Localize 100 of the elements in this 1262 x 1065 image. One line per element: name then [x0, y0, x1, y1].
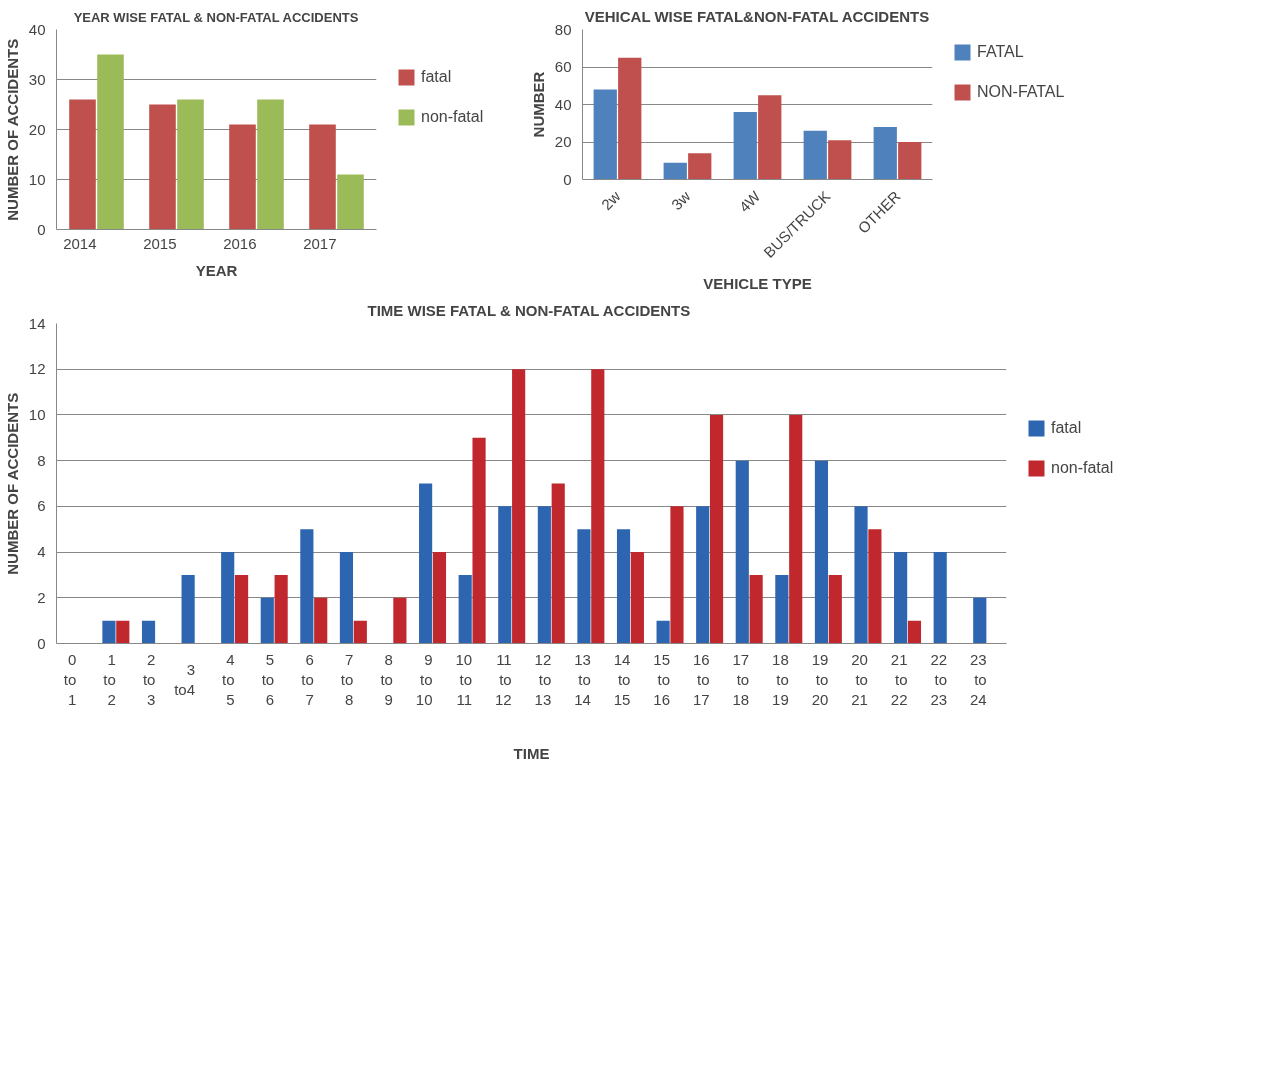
- bar: [472, 437, 486, 644]
- y-tick-label: 80: [554, 20, 572, 38]
- bar: [803, 130, 827, 180]
- bar: [458, 574, 472, 644]
- x-tick-label: 11 to 12: [495, 650, 512, 709]
- x-tick-label: 2w: [597, 187, 624, 214]
- bar: [149, 104, 176, 230]
- bar: [314, 597, 328, 644]
- bar: [551, 483, 565, 644]
- bar: [616, 529, 631, 644]
- x-tick-label: 15 to 16: [653, 650, 671, 709]
- y-tick-label: 6: [37, 497, 46, 515]
- x-tick-label: 9 to 10: [415, 650, 433, 709]
- x-tick-label: 20 to 21: [851, 650, 868, 709]
- x-tick-label: 2014: [63, 234, 97, 252]
- bar: [656, 620, 670, 644]
- x-tick-label: 2016: [223, 234, 257, 252]
- y-tick-label: 20: [28, 120, 46, 138]
- x-tick-label: 19 to 20: [811, 650, 829, 709]
- x-tick-label: 2015: [143, 234, 177, 252]
- bar: [229, 124, 256, 230]
- bar: [630, 552, 644, 644]
- y-tick-label: 2: [37, 588, 46, 606]
- x-tick-label: 3 to4: [174, 660, 196, 699]
- bar: [274, 574, 288, 644]
- x-tick-label: 10 to 11: [455, 650, 473, 709]
- legend-label: non-fatal: [1051, 458, 1114, 477]
- bar: [339, 552, 354, 644]
- x-tick-label: 18 to 19: [772, 650, 789, 709]
- y-tick-label: 30: [28, 70, 46, 88]
- y-tick-label: 10: [28, 170, 46, 188]
- x-tick-label: 17 to 18: [732, 650, 750, 709]
- x-tick-label: 2017: [303, 234, 337, 252]
- bar: [512, 369, 526, 644]
- bar: [696, 506, 710, 644]
- bar: [933, 552, 947, 644]
- bar: [758, 95, 782, 180]
- y-axis-title: NUMBER OF ACCIDENTS: [3, 392, 21, 575]
- bar: [775, 574, 789, 644]
- bar: [537, 506, 551, 644]
- x-tick-label: 14 to 15: [613, 650, 631, 709]
- y-tick-label: 0: [37, 634, 46, 652]
- y-tick-label: 8: [37, 451, 46, 469]
- bar: [300, 529, 314, 644]
- bar: [749, 574, 763, 644]
- y-tick-label: 4: [37, 543, 46, 561]
- bar: [973, 597, 987, 644]
- chart-title: TIME WISE FATAL & NON-FATAL ACCIDENTS: [367, 301, 691, 319]
- x-tick-label: 5 to 6: [261, 650, 275, 709]
- x-axis-title: TIME: [513, 745, 550, 763]
- bar: [591, 369, 605, 644]
- x-tick-label: 23 to 24: [970, 650, 987, 709]
- bar: [181, 574, 195, 644]
- x-tick-label: 1 to 2: [103, 650, 116, 709]
- x-tick-label: 2 to 3: [142, 650, 156, 709]
- y-tick-label: 40: [28, 20, 46, 38]
- bar: [116, 620, 130, 644]
- y-tick-label: 20: [554, 133, 572, 150]
- y-tick-label: 10: [28, 405, 46, 423]
- bar: [221, 552, 235, 644]
- chart-title: YEAR WISE FATAL & NON-FATAL ACCIDENTS: [73, 9, 359, 25]
- bar: [828, 574, 842, 644]
- bar: [419, 483, 433, 644]
- bar: [907, 620, 922, 644]
- bar: [733, 112, 757, 180]
- bar: [69, 99, 96, 230]
- bar: [735, 460, 749, 644]
- bar: [789, 414, 803, 644]
- bar: [432, 552, 447, 644]
- y-tick-label: 12: [28, 360, 46, 378]
- y-tick-label: 0: [563, 170, 572, 188]
- x-tick-label: 6 to 7: [301, 650, 314, 709]
- x-tick-label: 4W: [735, 186, 765, 216]
- x-tick-label: 4 to 5: [222, 650, 235, 709]
- bar: [498, 506, 512, 644]
- bar: [670, 506, 684, 644]
- bar: [257, 99, 284, 230]
- bar: [894, 552, 908, 644]
- y-tick-label: 60: [554, 58, 572, 75]
- bar: [663, 162, 687, 180]
- bar: [577, 529, 591, 644]
- bar: [828, 140, 852, 180]
- bar: [309, 124, 336, 230]
- bar: [873, 127, 897, 180]
- bar: [898, 142, 922, 180]
- x-tick-label: 7 to 8: [340, 650, 354, 709]
- bar: [97, 54, 124, 230]
- bar: [593, 89, 617, 180]
- legend-label: non-fatal: [421, 108, 484, 126]
- x-tick-label: 3w: [667, 187, 694, 214]
- y-tick-label: 14: [28, 314, 46, 332]
- bar: [868, 529, 882, 644]
- x-tick-label: 0 to 1: [63, 650, 77, 709]
- x-axis-title: VEHICLE TYPE: [703, 274, 812, 292]
- bar: [234, 574, 249, 644]
- bar: [177, 99, 204, 230]
- legend-label: fatal: [421, 68, 452, 86]
- bar: [618, 57, 642, 180]
- x-tick-label: 16 to 17: [692, 650, 710, 709]
- legend-label: NON-FATAL: [977, 83, 1065, 101]
